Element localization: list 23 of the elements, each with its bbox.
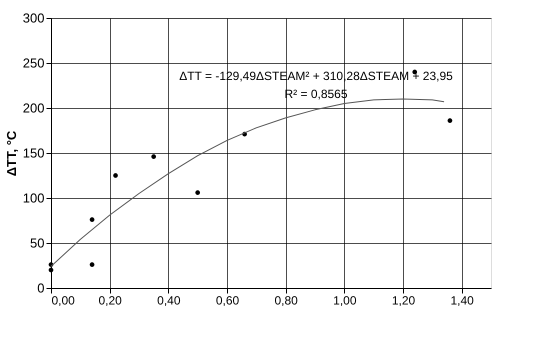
x-tick-label: 0,00 [52,294,76,308]
x-tick-label: 1,20 [392,294,416,308]
x-tick-label: 0,60 [216,294,240,308]
y-tick-label: 150 [22,146,44,160]
y-tick-label: 100 [22,190,44,206]
y-axis-title: ΔTT, °C [4,130,19,176]
y-tick-label: 200 [22,100,44,116]
x-tick-label: 1,40 [450,294,474,308]
y-tick-label: 250 [22,56,44,70]
point [151,154,156,159]
point [90,262,94,267]
x-tick-label: 1,00 [333,294,357,308]
point [448,118,452,123]
point [48,268,54,272]
x-tick-label: 0,80 [274,294,298,308]
point [113,173,118,178]
point [195,190,200,195]
x-tick-label: 0,20 [98,294,122,308]
point [90,217,94,222]
y-tick-label: 50 [30,236,44,250]
x-tick-label: 0,40 [157,294,181,308]
y-tick-label: 300 [22,10,44,26]
y-tick-label: 0 [37,280,44,296]
